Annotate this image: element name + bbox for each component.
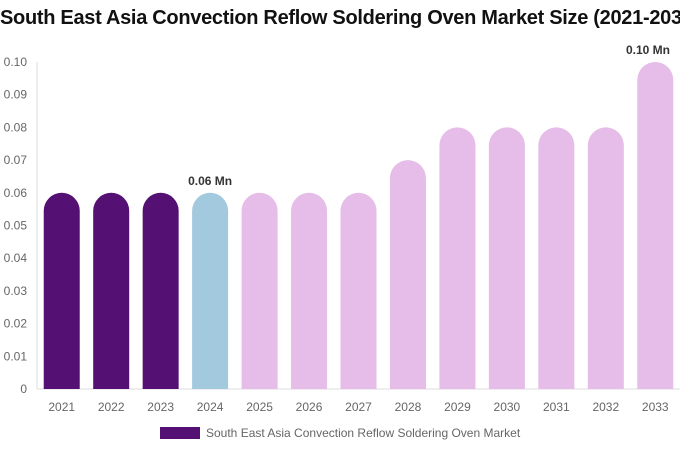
bar bbox=[43, 192, 80, 389]
y-tick-label: 0.01 bbox=[4, 349, 28, 363]
y-tick-label: 0 bbox=[20, 382, 27, 396]
x-tick-label: 2028 bbox=[395, 400, 422, 414]
y-tick-label: 0.08 bbox=[4, 120, 28, 134]
bar bbox=[340, 192, 377, 389]
x-tick-label: 2021 bbox=[48, 400, 75, 414]
bar bbox=[488, 127, 525, 390]
legend-swatch bbox=[160, 427, 200, 439]
bar bbox=[142, 192, 179, 389]
bar bbox=[241, 192, 278, 389]
data-label: 0.10 Mn bbox=[626, 43, 670, 57]
y-tick-label: 0.06 bbox=[4, 186, 28, 200]
bar bbox=[439, 127, 476, 390]
x-tick-label: 2032 bbox=[592, 400, 619, 414]
y-tick-label: 0.05 bbox=[4, 219, 28, 233]
y-tick-label: 0.02 bbox=[4, 317, 28, 331]
data-label: 0.06 Mn bbox=[188, 174, 232, 188]
x-tick-label: 2029 bbox=[444, 400, 471, 414]
bar bbox=[389, 160, 426, 389]
x-tick-label: 2023 bbox=[147, 400, 174, 414]
y-tick-label: 0.09 bbox=[4, 88, 28, 102]
bar bbox=[93, 192, 130, 389]
y-tick-label: 0.04 bbox=[4, 251, 28, 265]
bar bbox=[587, 127, 624, 390]
y-tick-label: 0.10 bbox=[4, 55, 28, 69]
y-tick-label: 0.07 bbox=[4, 153, 28, 167]
legend[interactable]: South East Asia Convection Reflow Solder… bbox=[160, 426, 520, 440]
x-tick-label: 2026 bbox=[296, 400, 323, 414]
x-tick-label: 2033 bbox=[642, 400, 669, 414]
x-tick-label: 2031 bbox=[543, 400, 570, 414]
legend-label: South East Asia Convection Reflow Solder… bbox=[206, 426, 521, 440]
bar bbox=[538, 127, 575, 390]
x-tick-label: 2027 bbox=[345, 400, 372, 414]
chart-title: South East Asia Convection Reflow Solder… bbox=[0, 7, 680, 29]
bar bbox=[192, 192, 229, 389]
x-tick-label: 2030 bbox=[494, 400, 521, 414]
x-tick-label: 2024 bbox=[197, 400, 224, 414]
x-tick-label: 2025 bbox=[246, 400, 273, 414]
y-tick-label: 0.03 bbox=[4, 284, 28, 298]
bar bbox=[291, 192, 328, 389]
bar bbox=[637, 62, 674, 390]
x-tick-label: 2022 bbox=[98, 400, 125, 414]
